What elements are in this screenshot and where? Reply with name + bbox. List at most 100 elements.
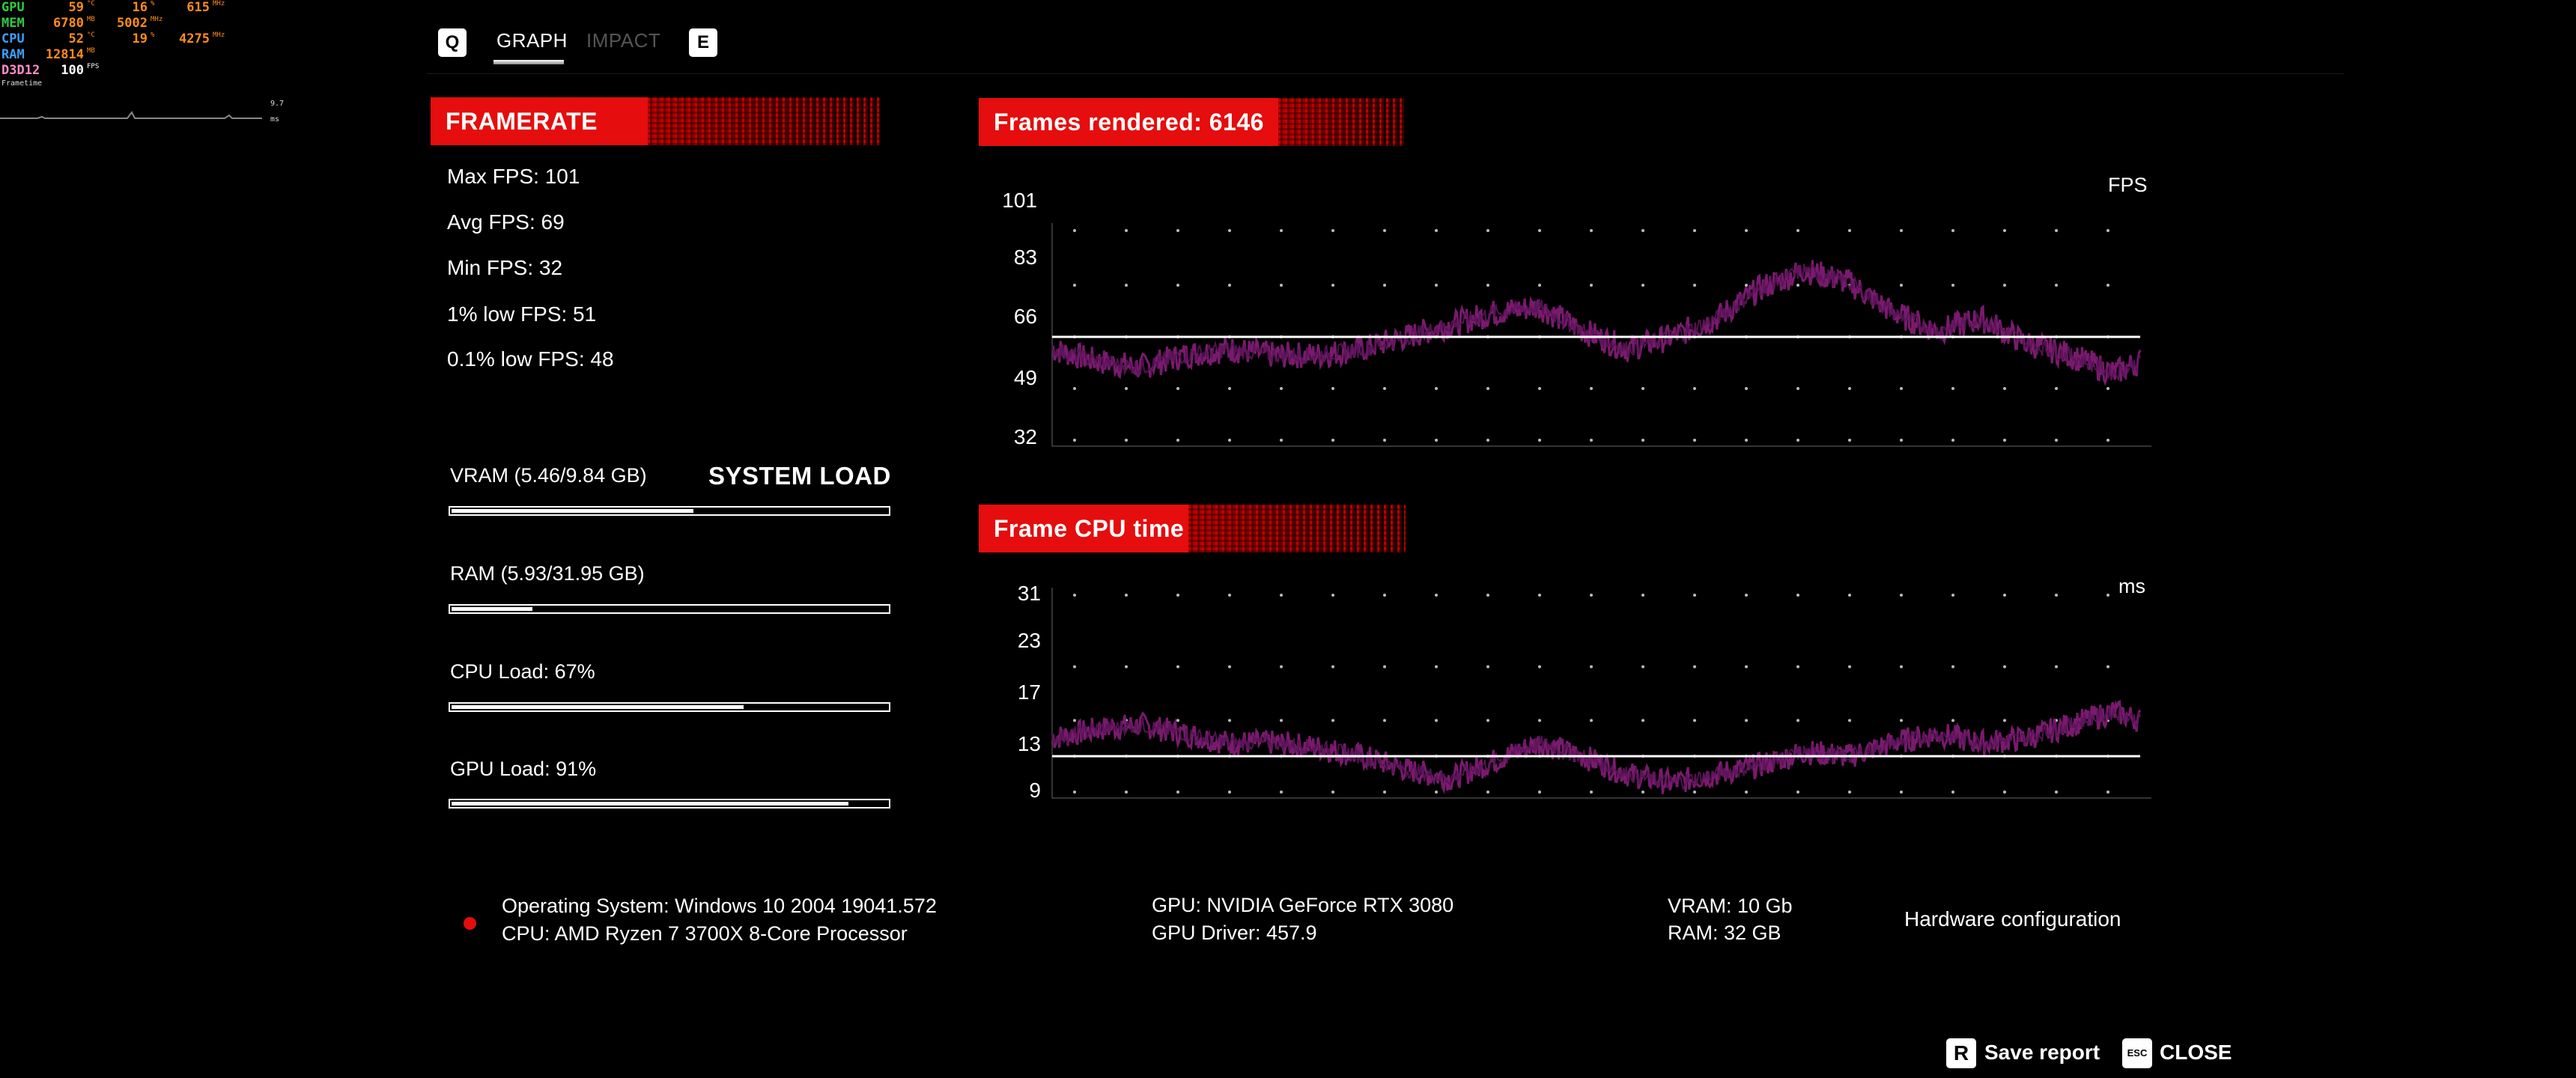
- grid-dot: [1280, 439, 1283, 442]
- grid-dot: [1693, 665, 1696, 669]
- grid-dot: [1900, 284, 1903, 287]
- stat-max-fps: Max FPS: 101: [447, 165, 580, 188]
- grid-dot: [1331, 229, 1334, 232]
- grid-dot: [1331, 665, 1334, 669]
- overlay-unit: °C: [87, 31, 95, 39]
- tab-next-key[interactable]: E: [689, 28, 717, 57]
- cpu-ytick-label: 31: [1017, 582, 1041, 605]
- grid-dot: [1745, 387, 1748, 391]
- grid-dot: [2003, 594, 2006, 597]
- grid-dot: [1693, 791, 1696, 794]
- grid-dot: [1693, 439, 1696, 442]
- grid-dot: [1435, 594, 1438, 597]
- grid-dot: [1486, 665, 1489, 669]
- stat-01pct-low: 0.1% low FPS: 48: [447, 347, 614, 371]
- grid-dot: [1176, 665, 1179, 669]
- grid-dot: [1228, 387, 1231, 391]
- tab-impact[interactable]: IMPACT: [586, 29, 661, 52]
- grid-dot: [2055, 387, 2058, 391]
- series-line: [1051, 260, 2142, 386]
- tab-graph[interactable]: GRAPH: [496, 29, 568, 52]
- grid-dot: [1331, 594, 1334, 597]
- overlay-value: 19: [132, 31, 148, 46]
- overlay-frametime-range: 9.7 ms: [270, 100, 285, 124]
- grid-dot: [1176, 719, 1179, 722]
- grid-dot: [1745, 791, 1748, 794]
- grid-dot: [1486, 791, 1489, 794]
- overlay-label: MEM: [1, 16, 25, 31]
- grid-dot: [1383, 791, 1386, 794]
- grid-dot: [1590, 284, 1593, 287]
- grid-dot: [1900, 791, 1903, 794]
- grid-dot: [1538, 387, 1541, 391]
- grid-dot: [1176, 387, 1179, 391]
- close-key[interactable]: ESC: [2122, 1038, 2152, 1068]
- hardware-status-dot: [464, 917, 476, 930]
- grid-dot: [1383, 665, 1386, 669]
- grid-dot: [2106, 594, 2109, 597]
- grid-dot: [2003, 791, 2006, 794]
- grid-dot: [1796, 719, 1799, 722]
- grid-dot: [1383, 284, 1386, 287]
- grid-dot: [1486, 229, 1489, 232]
- close-button[interactable]: CLOSE: [2160, 1041, 2232, 1064]
- grid-dot: [1486, 284, 1489, 287]
- grid-dot: [1951, 229, 1954, 232]
- overlay-unit: MB: [87, 47, 95, 55]
- overlay-value: 12814: [45, 47, 84, 62]
- grid-dot: [1538, 439, 1541, 442]
- tab-active-indicator: [493, 60, 564, 64]
- grid-dot: [2106, 439, 2109, 442]
- fps-chart-header-text: Frames rendered: 6146: [994, 109, 1264, 135]
- save-report-key[interactable]: R: [1946, 1038, 1976, 1068]
- grid-dot: [1176, 439, 1179, 442]
- ram-load-label: RAM (5.93/31.95 GB): [450, 562, 645, 585]
- cpu-chart-header-text: Frame CPU time: [994, 515, 1185, 542]
- grid-dot: [1951, 387, 1954, 391]
- gpu-load-bar: [449, 799, 890, 808]
- grid-dot: [1486, 594, 1489, 597]
- ram-load-bar: [449, 604, 890, 614]
- grid-dot: [1693, 594, 1696, 597]
- grid-dot: [1848, 719, 1851, 722]
- grid-dot: [1745, 719, 1748, 722]
- grid-dot: [2106, 229, 2109, 232]
- grid-dot: [1693, 229, 1696, 232]
- performance-overlay: GPU 59 °C 16 % 615 MHz MEM 6780 MB 5002 …: [0, 0, 284, 135]
- grid-dot: [1125, 594, 1128, 597]
- grid-dot: [1641, 439, 1644, 442]
- ram-load-fill: [452, 607, 533, 611]
- overlay-value: 16: [132, 0, 148, 15]
- grid-dot: [1641, 229, 1644, 232]
- fps-chart: [1051, 223, 2151, 447]
- overlay-value: 615: [186, 0, 210, 15]
- overlay-unit: MHz: [213, 0, 225, 7]
- grid-dot: [1848, 594, 1851, 597]
- save-report-button[interactable]: Save report: [1984, 1041, 2100, 1064]
- fps-ytick-label: 101: [1002, 189, 1037, 212]
- overlay-value: 59: [68, 0, 84, 15]
- overlay-value: 4275: [179, 31, 210, 46]
- grid-dot: [1486, 387, 1489, 391]
- grid-dot: [1176, 229, 1179, 232]
- grid-dot: [1073, 791, 1076, 794]
- framerate-header-text: FRAMERATE: [446, 108, 598, 135]
- grid-dot: [1848, 439, 1851, 442]
- fps-chart-unit: FPS: [2108, 174, 2148, 196]
- cpu-load-label: CPU Load: 67%: [450, 660, 595, 683]
- grid-dot: [1228, 665, 1231, 669]
- grid-dot: [2055, 594, 2058, 597]
- grid-dot: [1073, 719, 1076, 722]
- grid-dot: [2106, 665, 2109, 669]
- grid-dot: [1848, 791, 1851, 794]
- grid-dot: [1900, 439, 1903, 442]
- grid-dot: [2003, 229, 2006, 232]
- tab-prev-key[interactable]: Q: [438, 28, 467, 57]
- grid-dot: [1228, 791, 1231, 794]
- cpu-load-fill: [452, 705, 744, 709]
- grid-dot: [2106, 791, 2109, 794]
- gpu-load-label: GPU Load: 91%: [450, 758, 597, 780]
- grid-dot: [1383, 439, 1386, 442]
- cpu-ytick-label: 17: [1017, 680, 1041, 704]
- stat-min-fps: Min FPS: 32: [447, 256, 563, 279]
